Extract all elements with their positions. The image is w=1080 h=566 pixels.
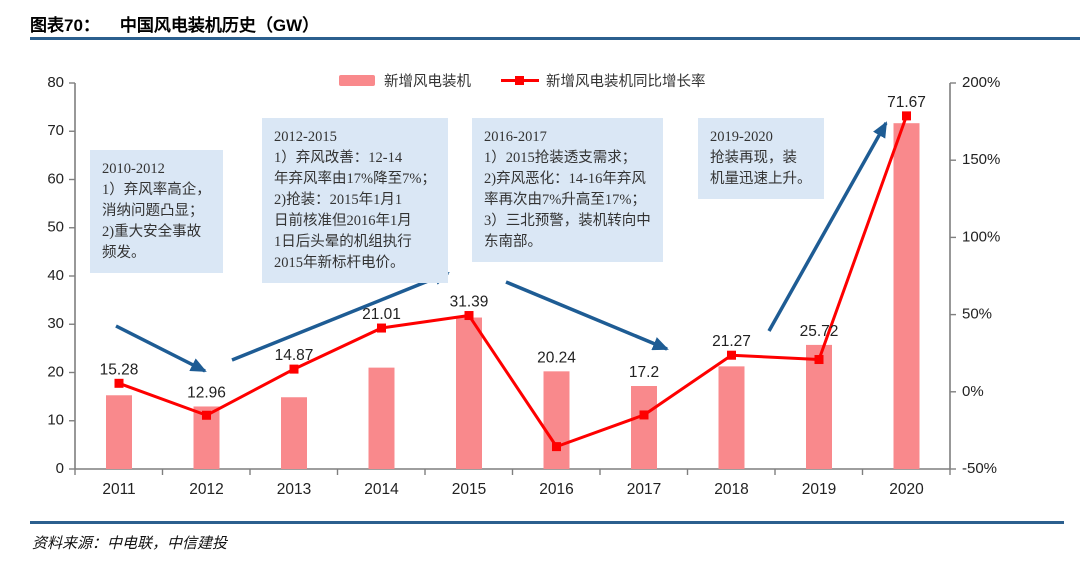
line-marker-2020 [902, 111, 911, 121]
y-axis-right-tick-label: -50% [962, 460, 997, 477]
line-marker-2013 [289, 364, 299, 374]
x-axis-label-2018: 2018 [714, 481, 748, 498]
line-series-swatch [501, 75, 539, 86]
figure-header: 图表70： 中国风电装机历史（GW） [30, 11, 319, 36]
trend-arrow-1 [115, 324, 207, 373]
line-marker-2018 [727, 350, 736, 360]
y-axis-left-tick-label: 0 [56, 460, 64, 477]
y-axis-right-tick-label: 200% [962, 74, 1000, 91]
y-axis-left-tick-label: 80 [47, 74, 64, 91]
line-marker-2017 [639, 410, 649, 420]
bar-value-label-2018: 21.27 [712, 333, 751, 350]
bar-value-label-2013: 14.87 [275, 347, 314, 364]
bar-2020 [893, 123, 920, 469]
x-axis-label-2013: 2013 [277, 481, 311, 498]
bar-2014 [368, 367, 395, 469]
bar-2015 [456, 317, 482, 469]
y-axis-right-tick-label: 150% [962, 151, 1000, 168]
line-marker-2011 [114, 378, 124, 388]
bar-value-label-2012: 12.96 [187, 384, 226, 401]
annotation-box-2012-2015: 2012-2015 1）弃风改善：12-14 年弃风率由17%降至7%； 2)抢… [262, 118, 448, 284]
bar-value-label-2016: 20.24 [537, 349, 576, 366]
bar-value-label-2014: 21.01 [362, 306, 401, 323]
y-axis-left-tick-label: 30 [47, 315, 64, 332]
bar-2018 [718, 366, 745, 469]
bar-series-swatch [339, 74, 375, 86]
trend-arrow-4 [767, 121, 888, 332]
figure-number: 图表70： [30, 16, 100, 35]
x-axis-label-2020: 2020 [889, 481, 924, 498]
trend-arrow-2 [231, 271, 450, 362]
bar-2019 [806, 344, 832, 469]
bar-2017 [631, 386, 657, 469]
line-series-label: 新增风电装机同比增长率 [546, 73, 706, 90]
bar-2011 [106, 395, 132, 469]
bar-series-label: 新增风电装机 [384, 73, 471, 90]
line-marker-2019 [814, 355, 824, 365]
y-axis-left-tick-label: 60 [47, 170, 64, 187]
x-axis-label-2012: 2012 [189, 481, 223, 498]
y-axis-left-tick-label: 40 [47, 267, 64, 284]
x-axis-label-2014: 2014 [364, 481, 399, 498]
growth-rate-line [118, 115, 908, 449]
y-axis-left-tick-label: 10 [47, 412, 64, 429]
x-axis-label-2019: 2019 [802, 481, 836, 498]
bar-value-label-2011: 15.28 [100, 361, 139, 378]
y-axis-right-tick-label: 50% [962, 306, 992, 323]
figure-title: 中国风电装机历史（GW） [119, 16, 320, 35]
trend-arrow-3 [505, 280, 669, 351]
x-axis-label-2015: 2015 [452, 481, 486, 498]
bar-value-label-2015: 31.39 [450, 294, 489, 311]
annotation-box-2019-2020: 2019-2020 抢装再现，装 机量迅速上升。 [698, 118, 824, 200]
bottom-divider [30, 521, 1064, 524]
top-divider [30, 37, 1080, 40]
y-axis-left-tick-label: 70 [47, 122, 64, 139]
chart-legend: 新增风电装机 新增风电装机同比增长率 [339, 71, 706, 90]
x-axis-label-2016: 2016 [539, 481, 573, 498]
bar-value-label-2019: 25.72 [800, 323, 839, 340]
y-axis-left-tick-label: 50 [47, 219, 64, 236]
line-swatch-marker [515, 75, 524, 85]
bar-value-label-2017: 17.2 [629, 364, 659, 381]
source-note: 资料来源：中电联，中信建投 [32, 536, 228, 552]
bar-2013 [281, 397, 307, 469]
line-marker-2015 [464, 311, 474, 321]
bar-2016 [543, 371, 570, 469]
y-axis-right-tick-label: 100% [962, 228, 1000, 245]
line-marker-2014 [377, 323, 386, 333]
annotation-box-2016-2017: 2016-2017 1）2015抢装透支需求； 2)弃风恶化：14-16年弃风 … [472, 118, 663, 263]
x-axis-label-2017: 2017 [627, 481, 661, 498]
y-axis-right-tick-label: 0% [962, 383, 984, 400]
y-axis-left-tick-label: 20 [47, 363, 64, 380]
x-axis-label-2011: 2011 [102, 481, 135, 498]
line-marker-2016 [552, 442, 561, 452]
annotation-box-2010-2012: 2010-2012 1）弃风率高企， 消纳问题凸显； 2)重大安全事故 频发。 [90, 150, 223, 274]
line-marker-2012 [202, 410, 211, 420]
bar-value-label-2020: 71.67 [887, 94, 926, 111]
